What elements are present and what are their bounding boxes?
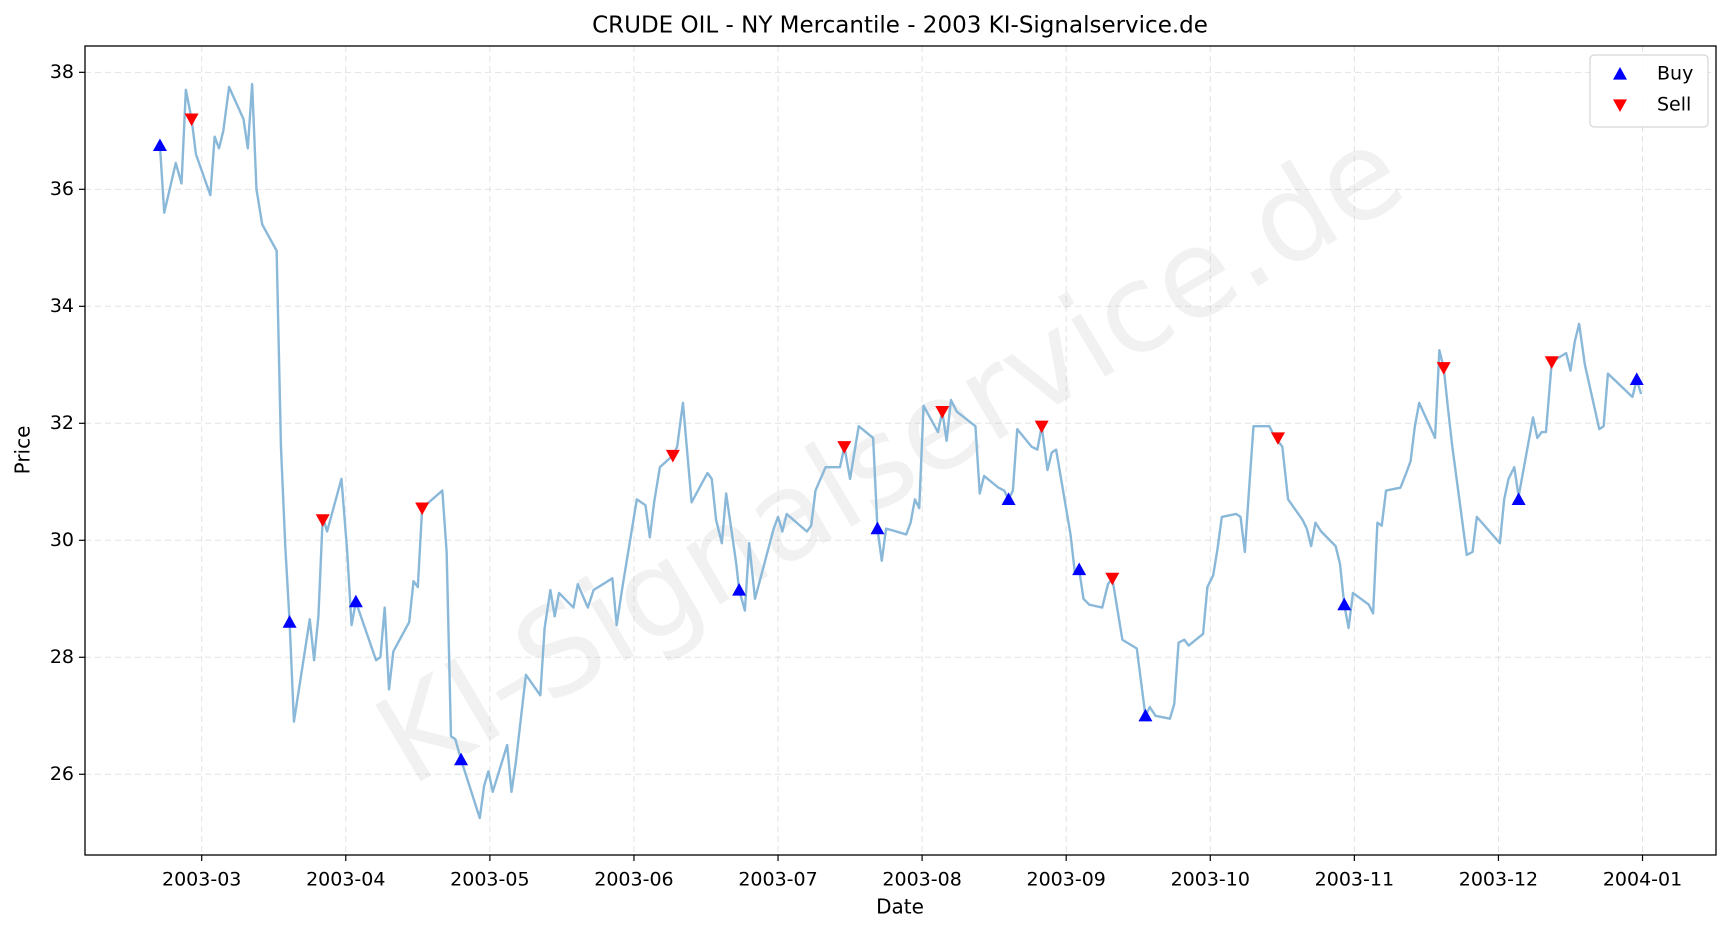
x-tick-label: 2003-08 (882, 869, 961, 891)
y-axis-label: Price (11, 426, 35, 475)
legend-marker (1613, 67, 1627, 80)
signal-marker (665, 449, 680, 463)
legend-label: Buy (1657, 63, 1693, 85)
signal-marker (282, 615, 297, 628)
y-tick-label: 38 (50, 61, 74, 83)
signal-marker (348, 594, 363, 608)
signal-marker (732, 583, 747, 596)
signal-marker (1105, 572, 1120, 586)
axes-frame (84, 45, 1717, 856)
x-tick-label: 2004-01 (1603, 869, 1682, 891)
x-axis-label: Date (876, 895, 924, 919)
x-tick-label: 2003-10 (1171, 869, 1250, 891)
y-tick-label: 26 (50, 763, 74, 785)
y-tick-label: 34 (50, 295, 74, 317)
x-tick-label: 2003-09 (1026, 869, 1105, 891)
signal-marker (1138, 708, 1153, 722)
y-tick-label: 36 (50, 178, 74, 200)
x-tick-label: 2003-05 (450, 869, 529, 891)
signal-marker (315, 514, 330, 527)
signal-marker (870, 521, 885, 535)
signal-marker (1511, 492, 1526, 505)
signal-marker (1544, 356, 1559, 369)
y-tick-label: 28 (50, 646, 74, 668)
signal-marker (184, 113, 199, 127)
signal-marker (415, 502, 430, 516)
y-tick-label: 32 (50, 412, 74, 434)
legend-label: Sell (1657, 94, 1691, 116)
signal-marker (837, 441, 852, 454)
legend-marker (1613, 99, 1627, 112)
signal-marker (1337, 597, 1352, 611)
x-tick-label: 2003-12 (1459, 869, 1538, 891)
signal-marker (152, 138, 167, 152)
x-tick-label: 2003-06 (594, 869, 673, 891)
x-tick-label: 2003-03 (162, 869, 241, 891)
x-tick-label: 2003-04 (306, 869, 385, 891)
chart-title: CRUDE OIL - NY Mercantile - 2003 KI-Sign… (592, 13, 1208, 39)
y-tick-label: 30 (50, 529, 74, 551)
signal-marker (1001, 492, 1016, 505)
signal-marker (1270, 432, 1285, 445)
signal-marker (1072, 562, 1087, 576)
price-line (158, 82, 1643, 820)
signal-marker (935, 406, 950, 419)
signal-marker (1629, 372, 1644, 386)
x-tick-label: 2003-07 (738, 869, 817, 891)
signal-marker (454, 752, 469, 766)
x-tick-label: 2003-11 (1315, 869, 1394, 891)
signal-marker (1436, 362, 1451, 375)
signal-marker (1034, 420, 1049, 434)
